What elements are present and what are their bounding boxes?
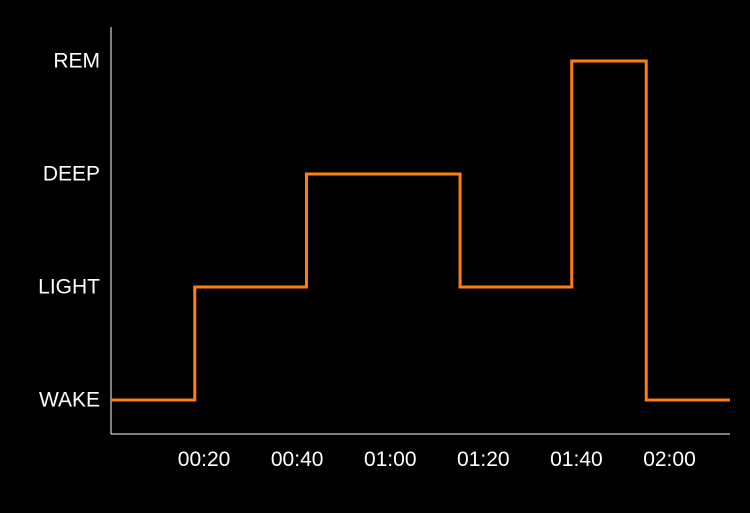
x-tick-label: 01:40 [550,448,603,471]
sleep-stage-series-line [111,59,730,402]
y-tick-label-light: LIGHT [38,276,100,299]
x-axis-ticks: 00:20 00:40 01:00 01:20 01:40 02:00 [178,448,696,471]
y-tick-label-deep: DEEP [43,163,100,186]
x-tick-label: 02:00 [643,448,696,471]
x-tick-label: 01:00 [364,448,417,471]
x-tick-label: 01:20 [457,448,510,471]
x-tick-label: 00:40 [271,448,324,471]
x-tick-label: 00:20 [178,448,231,471]
y-tick-label-wake: WAKE [39,389,100,412]
y-tick-label-rem: REM [53,50,100,73]
y-axis-ticks: WAKE LIGHT DEEP REM [38,50,100,412]
